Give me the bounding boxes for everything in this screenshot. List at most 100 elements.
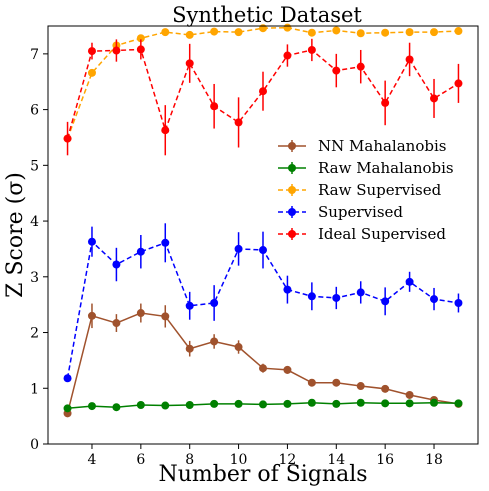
series-raw-mahalanobis xyxy=(63,398,463,413)
data-point xyxy=(87,68,96,77)
legend-item-ideal-supervised: Ideal Supervised xyxy=(278,225,446,243)
data-point xyxy=(259,364,267,373)
data-point xyxy=(332,66,341,75)
data-point xyxy=(356,62,365,71)
data-point xyxy=(136,34,145,43)
plot-area xyxy=(63,23,463,418)
data-point xyxy=(307,292,316,301)
data-point xyxy=(259,24,267,33)
data-point xyxy=(234,118,243,127)
data-point xyxy=(283,285,292,294)
legend-label: NN Mahalanobis xyxy=(318,137,446,155)
x-axis-ticks: 4 6 8 10 12 14 16 18 xyxy=(88,444,443,468)
data-point xyxy=(356,398,365,407)
legend-label: Ideal Supervised xyxy=(318,225,446,243)
data-point xyxy=(332,378,341,387)
data-point xyxy=(454,399,463,408)
data-point xyxy=(185,30,194,39)
data-point xyxy=(454,79,463,88)
x-tick-label: 8 xyxy=(185,452,194,468)
data-point xyxy=(430,28,439,37)
data-point xyxy=(381,297,390,306)
legend-item-raw-supervised: Raw Supervised xyxy=(278,181,442,199)
data-point xyxy=(283,399,292,408)
data-point xyxy=(87,402,96,411)
data-point xyxy=(161,28,170,37)
data-point xyxy=(210,102,219,111)
data-point xyxy=(405,28,414,37)
series-supervised xyxy=(63,223,463,383)
data-point xyxy=(405,399,414,408)
data-point xyxy=(136,309,145,318)
data-point xyxy=(381,28,390,37)
y-axis-ticks: 0 1 2 3 4 5 6 7 xyxy=(30,47,48,453)
legend-item-raw-mahalanobis: Raw Mahalanobis xyxy=(278,159,454,177)
data-point xyxy=(259,246,267,255)
data-point xyxy=(112,260,121,269)
chart-title: Synthetic Dataset xyxy=(172,3,362,27)
data-point xyxy=(112,403,121,412)
series-line-raw-supervised xyxy=(66,26,459,139)
y-tick-label: 1 xyxy=(30,381,39,397)
data-point xyxy=(112,319,121,328)
y-tick-label: 0 xyxy=(30,437,39,453)
x-tick-label: 18 xyxy=(425,452,443,468)
data-point xyxy=(332,293,341,302)
data-point xyxy=(210,27,219,36)
data-point xyxy=(430,94,439,103)
y-tick-label: 7 xyxy=(30,47,39,63)
legend-label: Raw Supervised xyxy=(318,181,442,199)
y-axis-label: Z Score (σ) xyxy=(3,172,28,298)
x-tick-label: 4 xyxy=(88,452,97,468)
data-point xyxy=(381,384,390,393)
data-point xyxy=(307,378,316,387)
data-point xyxy=(259,400,267,409)
data-point xyxy=(161,126,170,135)
data-point xyxy=(430,295,439,304)
data-point xyxy=(356,382,365,391)
data-point xyxy=(210,399,219,408)
plot-frame xyxy=(47,25,479,445)
series-nn-mahalanobis xyxy=(63,303,463,418)
data-point xyxy=(356,29,365,38)
data-point xyxy=(307,28,316,37)
y-tick-label: 6 xyxy=(30,103,39,119)
legend-marker xyxy=(288,186,296,194)
data-point xyxy=(161,312,170,321)
x-tick-label: 6 xyxy=(136,452,145,468)
data-point xyxy=(356,288,365,297)
x-tick-label: 10 xyxy=(230,452,248,468)
data-point xyxy=(210,337,219,346)
y-tick-label: 3 xyxy=(30,270,39,286)
legend-marker xyxy=(288,142,296,150)
data-point xyxy=(185,59,194,68)
series-ideal-supervised xyxy=(63,38,463,156)
data-point xyxy=(283,51,292,60)
data-point xyxy=(161,238,170,247)
data-point xyxy=(87,237,96,246)
data-point xyxy=(381,399,390,408)
legend-marker xyxy=(288,164,296,172)
y-tick-label: 2 xyxy=(30,326,39,342)
data-point xyxy=(283,365,292,374)
data-point xyxy=(185,344,194,353)
data-point xyxy=(234,399,243,408)
data-point xyxy=(87,47,96,56)
legend-marker xyxy=(288,230,296,238)
data-point xyxy=(234,28,243,37)
data-point xyxy=(307,398,316,407)
data-point xyxy=(185,400,194,409)
legend: NN Mahalanobis Raw Mahalanobis Raw Supervi… xyxy=(278,137,454,243)
data-point xyxy=(234,244,243,253)
data-point xyxy=(136,247,145,256)
legend-item-nn-mahalanobis: NN Mahalanobis xyxy=(278,137,446,155)
data-point xyxy=(87,311,96,320)
data-point xyxy=(405,390,414,399)
data-point xyxy=(283,23,292,32)
data-point xyxy=(332,399,341,408)
data-point xyxy=(454,27,463,36)
data-point xyxy=(405,55,414,64)
data-point xyxy=(112,46,121,55)
data-point xyxy=(234,343,243,352)
